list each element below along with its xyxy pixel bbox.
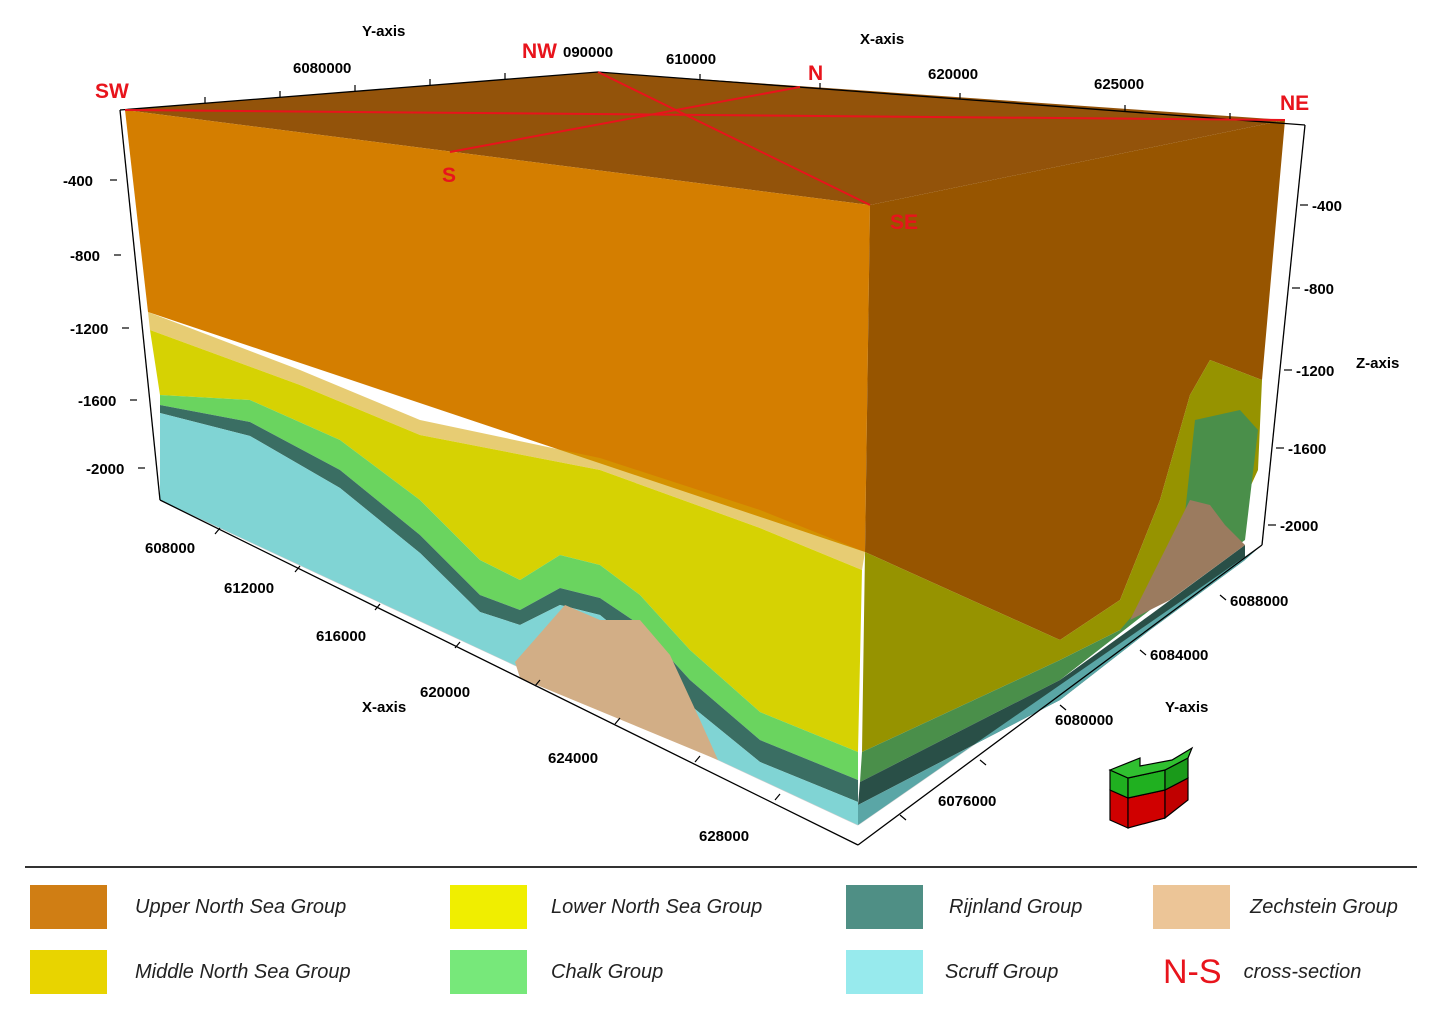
direction-s-label: S [442,164,456,187]
legend-item-lower-north-sea: Lower North Sea Group [450,884,762,930]
y-axis-top-title: Y-axis [362,23,405,40]
y-right-tick-label: 6080000 [1055,712,1113,729]
x-front-tick-label: 624000 [548,750,598,767]
z-left-tick-label: -1600 [78,393,116,410]
z-left-tick-label: -400 [63,173,93,190]
block-top-face [125,72,1285,205]
block-right-face-upper [865,120,1285,640]
direction-ne-label: NE [1280,92,1309,115]
legend-swatch [450,885,527,929]
legend: Upper North Sea Group Lower North Sea Gr… [0,870,1432,1012]
legend-item-rijnland: Rijnland Group [846,884,1082,930]
y-right-tick-label: 6076000 [938,793,996,810]
orientation-widget-icon [1108,746,1194,829]
z-left-tick-label: -800 [70,248,100,265]
x-front-tick-label: 608000 [145,540,195,557]
legend-label: Chalk Group [551,960,664,983]
legend-divider [25,866,1417,868]
legend-swatch [30,885,107,929]
y-right-tick-label: 6088000 [1230,593,1288,610]
legend-swatch [846,885,923,929]
geological-block-diagram: Y-axis X-axis X-axis Y-axis Z-axis 60800… [63,23,1399,846]
legend-label: Lower North Sea Group [551,895,763,918]
legend-swatch [846,950,923,994]
legend-swatch [30,950,107,994]
legend-label: Upper North Sea Group [135,895,347,918]
tick-marks [110,73,1308,821]
y-top-tick-label: 090000 [563,44,613,61]
legend-label: Rijnland Group [949,895,1083,918]
cross-section-label: cross-section [1243,960,1362,983]
z-axis-title: Z-axis [1356,355,1399,372]
x-front-tick-label: 628000 [699,828,749,845]
direction-se-label: SE [890,211,918,234]
legend-swatch [450,950,527,994]
direction-sw-label: SW [95,80,129,103]
direction-n-label: N [808,62,823,85]
y-top-tick-label: 6080000 [293,60,351,77]
legend-item-middle-north-sea: Middle North Sea Group [30,949,351,995]
legend-item-upper-north-sea: Upper North Sea Group [30,884,346,930]
z-left-tick-label: -2000 [86,461,124,478]
legend-label: Middle North Sea Group [135,960,351,983]
legend-item-cross-section: N-S cross-section [1163,949,1361,995]
section-lines [124,71,1286,206]
block-front-face-upper [125,110,870,552]
z-right-tick-label: -1200 [1296,363,1334,380]
block-frame [119,71,1306,846]
legend-item-zechstein: Zechstein Group [1153,884,1398,930]
legend-swatch [1153,885,1230,929]
x-top-tick-label: 610000 [666,51,716,68]
direction-nw-label: NW [522,40,557,63]
z-right-tick-label: -2000 [1280,518,1318,535]
legend-item-scruff: Scruff Group [846,949,1058,995]
x-front-tick-label: 612000 [224,580,274,597]
z-right-tick-label: -800 [1304,281,1334,298]
y-right-tick-label: 6084000 [1150,647,1208,664]
x-axis-front-title: X-axis [362,699,406,716]
x-top-tick-label: 620000 [928,66,978,83]
x-front-tick-label: 616000 [316,628,366,645]
z-right-tick-label: -1600 [1288,441,1326,458]
front-face-layers [148,312,865,825]
x-axis-top-title: X-axis [860,31,904,48]
cross-section-key: N-S [1163,952,1222,991]
x-top-tick-label: 625000 [1094,76,1144,93]
legend-item-chalk: Chalk Group [450,949,663,995]
legend-label: Zechstein Group [1250,895,1398,918]
right-face-layers [858,360,1262,825]
z-left-tick-label: -1200 [70,321,108,338]
x-front-tick-label: 620000 [420,684,470,701]
y-axis-right-title: Y-axis [1165,699,1208,716]
legend-label: Scruff Group [945,960,1059,983]
z-right-tick-label: -400 [1312,198,1342,215]
